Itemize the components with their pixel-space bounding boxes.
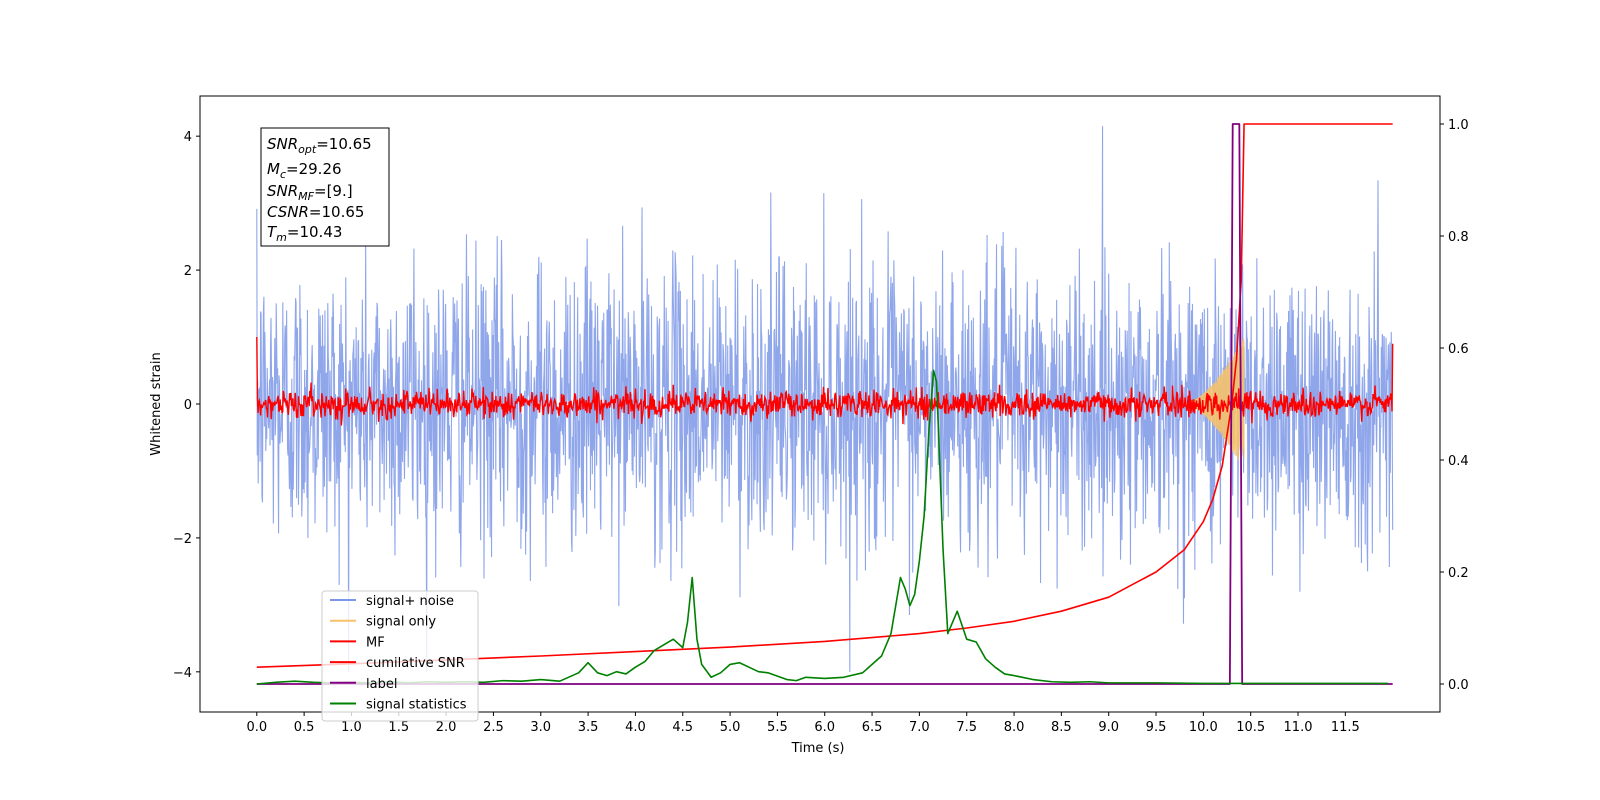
- x-tick-label: 5.5: [767, 720, 788, 735]
- x-tick-label: 8.0: [1004, 720, 1025, 735]
- x-tick-label: 5.0: [720, 720, 741, 735]
- series-mf: [256, 337, 1394, 426]
- info-tm: Tm=10.43: [267, 223, 342, 244]
- legend-label: cumilative SNR: [366, 656, 465, 671]
- y-right-tick-label: 1.0: [1448, 118, 1469, 133]
- legend: signal+ noise signal only MF cumilative SNR…: [321, 590, 479, 722]
- legend-label: signal+ noise: [366, 594, 454, 609]
- y-tick-label: −4: [173, 666, 192, 681]
- x-tick-label: 3.0: [530, 720, 551, 735]
- y-right-tick-label: 0.4: [1448, 454, 1469, 469]
- x-tick-label: 9.5: [1146, 720, 1167, 735]
- x-tick-label: 0.0: [246, 720, 267, 735]
- legend-label: MF: [366, 635, 385, 650]
- legend-label: signal only: [366, 615, 436, 630]
- y-axis-label: Whitened strain: [149, 352, 164, 455]
- x-tick-label: 2.0: [436, 720, 457, 735]
- info-snr-mf: SNRMF=[9.]: [267, 182, 353, 203]
- series-signal-statistics: [256, 369, 1388, 685]
- x-tick-label: 1.5: [388, 720, 409, 735]
- x-tick-label: 3.5: [578, 720, 599, 735]
- info-snr-opt: SNRopt=10.65: [267, 135, 372, 156]
- info-mc: Mc=29.26: [267, 160, 342, 181]
- y-axis-right: 1.0 0.8 0.6 0.4 0.2 0.0: [1440, 118, 1469, 693]
- info-box: SNRopt=10.65 Mc=29.26 SNRMF=[9.] CSNR=10…: [260, 127, 390, 247]
- x-tick-label: 6.0: [814, 720, 835, 735]
- x-tick-label: 10.0: [1189, 720, 1218, 735]
- x-tick-label: 4.5: [672, 720, 693, 735]
- y-tick-label: 0: [184, 398, 192, 413]
- x-tick-label: 1.0: [341, 720, 362, 735]
- x-tick-label: 2.5: [483, 720, 504, 735]
- x-tick-label: 4.0: [625, 720, 646, 735]
- x-tick-label: 0.5: [294, 720, 315, 735]
- y-tick-label: 4: [184, 130, 192, 145]
- y-tick-label: 2: [184, 264, 192, 279]
- x-tick-label: 10.5: [1236, 720, 1265, 735]
- plot-area: [256, 123, 1394, 685]
- x-tick-label: 9.0: [1098, 720, 1119, 735]
- x-tick-label: 11.5: [1331, 720, 1360, 735]
- y-tick-label: −2: [173, 532, 192, 547]
- x-tick-label: 8.5: [1051, 720, 1072, 735]
- x-tick-label: 7.0: [909, 720, 930, 735]
- y-right-tick-label: 0.2: [1448, 566, 1469, 581]
- y-right-tick-label: 0.6: [1448, 342, 1469, 357]
- x-tick-label: 11.0: [1284, 720, 1313, 735]
- y-right-tick-label: 0.8: [1448, 230, 1469, 245]
- info-csnr: CSNR=10.65: [267, 203, 364, 221]
- y-axis-left: 4 2 0 −2 −4: [173, 130, 200, 681]
- info-box-frame: [260, 127, 390, 247]
- legend-frame: [321, 590, 479, 722]
- y-right-tick-label: 0.0: [1448, 678, 1469, 693]
- x-tick-label: 7.5: [956, 720, 977, 735]
- series-cumulative-snr: [256, 123, 1393, 668]
- x-axis-label: Time (s): [791, 741, 845, 756]
- x-tick-label: 6.5: [862, 720, 883, 735]
- legend-label: signal statistics: [366, 698, 467, 713]
- legend-label: label: [366, 677, 397, 692]
- x-axis: 0.0 0.5 1.0 1.5 2.0 2.5 3.0 3.5 4.0 4.5 5.0 5.5 6.0 6…: [246, 712, 1360, 735]
